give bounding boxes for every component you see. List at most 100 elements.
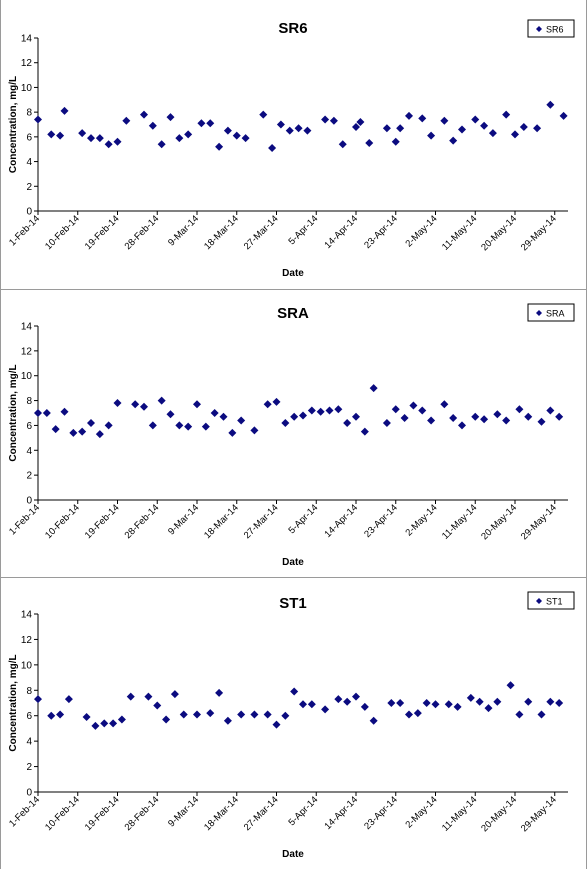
legend-label: ST1 xyxy=(546,597,563,607)
data-point xyxy=(56,131,65,140)
x-tick-label: 2-May-14 xyxy=(403,502,439,538)
data-point xyxy=(382,124,391,133)
x-tick-label: 23-Apr-14 xyxy=(362,794,400,832)
data-point xyxy=(502,110,511,119)
data-point xyxy=(60,407,69,416)
data-point xyxy=(122,116,131,125)
x-tick-label: 27-Mar-14 xyxy=(242,213,281,252)
data-point xyxy=(157,396,166,405)
data-point xyxy=(193,710,201,719)
x-tick-label: 2-May-14 xyxy=(403,794,439,830)
x-tick-label: 29-May-14 xyxy=(519,794,559,834)
y-tick-label: 0 xyxy=(26,496,32,507)
x-tick-label: 19-Feb-14 xyxy=(83,794,122,833)
legend-box xyxy=(527,591,575,610)
data-point xyxy=(382,418,391,427)
legend-box xyxy=(527,19,575,38)
data-point xyxy=(405,710,413,719)
x-tick-label: 20-May-14 xyxy=(479,502,519,542)
panel-divider xyxy=(0,577,587,578)
data-point xyxy=(334,405,343,414)
data-point xyxy=(338,140,347,149)
data-point xyxy=(162,715,171,724)
data-point xyxy=(82,712,91,721)
x-tick-label: 5-Apr-14 xyxy=(286,213,320,247)
data-point xyxy=(95,430,104,439)
y-tick-label: 2 xyxy=(26,762,32,773)
data-point xyxy=(197,119,206,128)
panel-divider xyxy=(0,289,587,290)
data-point xyxy=(95,134,104,143)
x-tick-label: 23-Apr-14 xyxy=(362,502,400,540)
data-point xyxy=(69,428,78,437)
data-point xyxy=(360,702,369,711)
legend: SR6 xyxy=(527,19,575,38)
data-point xyxy=(537,710,546,719)
data-point xyxy=(524,412,533,421)
data-point xyxy=(272,720,281,729)
x-tick-label: 14-Apr-14 xyxy=(322,502,360,540)
y-tick-label: 6 xyxy=(26,421,32,432)
data-point xyxy=(524,697,533,706)
frame-left-edge xyxy=(0,0,1,869)
data-point xyxy=(294,124,303,133)
data-point xyxy=(396,124,405,133)
data-point xyxy=(444,700,453,709)
data-point xyxy=(307,700,316,709)
legend-marker xyxy=(536,598,542,604)
data-point xyxy=(87,134,95,143)
data-point xyxy=(546,406,555,415)
data-point xyxy=(515,405,524,414)
x-axis-label: Date xyxy=(282,557,304,568)
data-point xyxy=(153,701,162,710)
data-point xyxy=(325,406,334,415)
data-point xyxy=(47,711,56,720)
data-point xyxy=(475,697,484,706)
y-axis-label: Concentration, mg/L xyxy=(8,76,19,173)
data-point xyxy=(515,710,524,719)
data-point xyxy=(307,406,316,415)
data-point xyxy=(391,137,400,146)
data-point xyxy=(506,681,515,690)
data-point xyxy=(184,422,193,431)
data-point xyxy=(223,126,232,135)
x-tick-label: 18-Mar-14 xyxy=(202,213,241,252)
y-tick-label: 6 xyxy=(26,711,32,722)
data-point xyxy=(228,428,237,437)
data-point xyxy=(480,415,489,424)
x-tick-label: 9-Mar-14 xyxy=(166,502,201,537)
data-point xyxy=(104,421,113,430)
data-point xyxy=(276,120,285,129)
data-point xyxy=(458,125,466,134)
data-point xyxy=(268,143,277,152)
data-point xyxy=(369,384,378,393)
data-point xyxy=(559,111,568,120)
data-point xyxy=(321,705,330,714)
data-point xyxy=(365,139,374,148)
data-point xyxy=(250,426,259,435)
data-point xyxy=(555,699,564,707)
data-point xyxy=(78,427,87,436)
data-point xyxy=(100,719,109,728)
scatter-chart-st1: ST1 ST1 0 2 4 6 8 10 12 14 1-Feb-14 10-Feb-14 19-Feb… xyxy=(7,591,575,860)
data-point xyxy=(144,692,153,701)
data-point xyxy=(488,129,497,138)
data-point xyxy=(215,142,224,151)
x-tick-label: 5-Apr-14 xyxy=(286,502,320,536)
data-point xyxy=(299,700,307,709)
y-tick-label: 10 xyxy=(21,83,33,94)
data-point xyxy=(431,700,440,709)
data-point xyxy=(352,412,360,421)
y-tick-label: 8 xyxy=(26,108,32,119)
x-tick-label: 1-Feb-14 xyxy=(7,794,42,829)
data-point xyxy=(219,412,228,421)
data-point xyxy=(117,715,126,724)
legend-marker xyxy=(536,26,542,32)
data-point xyxy=(493,410,502,419)
data-point xyxy=(449,136,458,145)
x-tick-label: 2-May-14 xyxy=(403,213,439,249)
x-tick-label: 5-Apr-14 xyxy=(286,794,320,828)
data-point xyxy=(519,122,528,131)
data-point xyxy=(387,699,396,707)
data-point xyxy=(449,413,458,422)
